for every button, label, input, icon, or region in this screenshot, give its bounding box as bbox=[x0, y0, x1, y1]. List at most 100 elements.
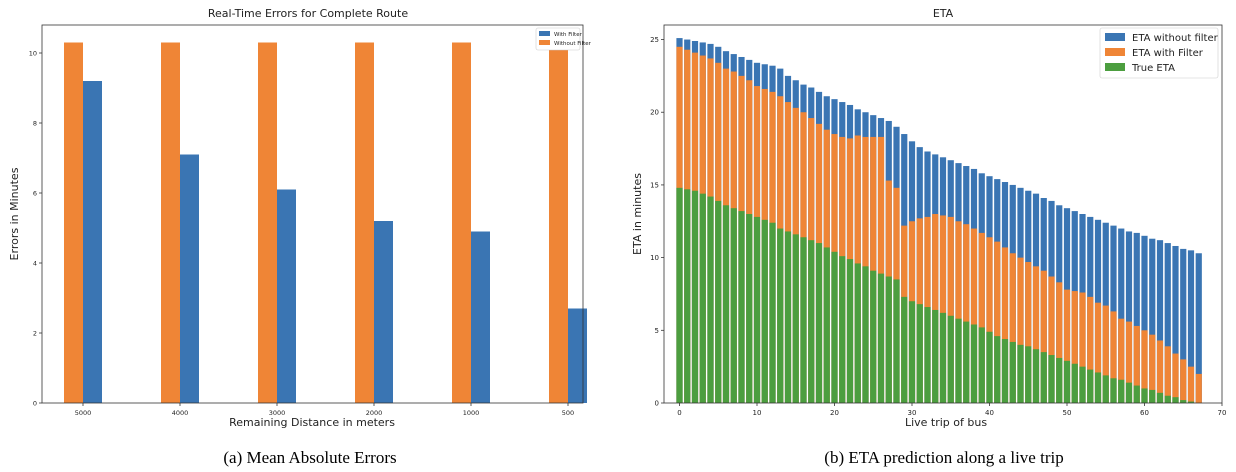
bar-true-eta bbox=[707, 196, 714, 403]
bar-eta-without-filter bbox=[1195, 253, 1202, 403]
bar-eta-with-filter bbox=[1017, 257, 1024, 403]
chart-a-legend-swatch-with-filter bbox=[539, 31, 550, 36]
bar-eta-with-filter bbox=[978, 232, 985, 403]
chart-b-legend: ETA without filter ETA with Filter True … bbox=[1099, 27, 1219, 79]
chart-b-caption: (b) ETA prediction along a live trip bbox=[824, 448, 1063, 467]
y-tick-label: 6 bbox=[33, 190, 37, 198]
bar-eta-with-filter bbox=[1048, 276, 1055, 403]
bar-true-eta bbox=[1056, 357, 1063, 403]
bar-eta-with-filter bbox=[1025, 261, 1032, 403]
bar-true-eta bbox=[761, 219, 768, 403]
bar-true-eta bbox=[862, 266, 869, 403]
bar-eta-without-filter bbox=[1141, 235, 1148, 403]
bar-eta-with-filter bbox=[1032, 266, 1040, 403]
bar-true-eta bbox=[792, 234, 799, 403]
bar-eta-with-filter bbox=[1063, 289, 1071, 403]
bar-eta-with-filter bbox=[1118, 318, 1125, 403]
bar-eta-with-filter bbox=[1094, 302, 1102, 403]
bar-eta-with-filter bbox=[1187, 366, 1195, 403]
bar-eta-with-filter bbox=[1056, 282, 1063, 403]
x-tick-label: 50 bbox=[1063, 409, 1072, 417]
bar-true-eta bbox=[986, 331, 993, 403]
bar-true-eta bbox=[924, 307, 931, 403]
bar-true-eta bbox=[932, 309, 939, 403]
x-tick-label: 5000 bbox=[75, 409, 92, 417]
bar-true-eta bbox=[730, 208, 737, 403]
y-tick-label: 5 bbox=[655, 327, 659, 335]
bar-true-eta bbox=[815, 243, 823, 403]
bar-true-eta bbox=[808, 240, 815, 403]
bar-true-eta bbox=[831, 251, 838, 403]
y-tick-label: 0 bbox=[33, 400, 37, 408]
chart-a: Real-Time Errors for Complete Route 5000… bbox=[8, 7, 592, 467]
bar-eta-with-filter bbox=[932, 214, 939, 403]
x-tick-label: 4000 bbox=[172, 409, 189, 417]
bar-true-eta bbox=[877, 273, 885, 403]
chart-a-title: Real-Time Errors for Complete Route bbox=[208, 7, 408, 20]
bar-true-eta bbox=[893, 279, 900, 403]
chart-a-ylabel: Errors in Minutes bbox=[8, 167, 21, 260]
bar-with-filter bbox=[277, 189, 296, 403]
bar-eta-with-filter bbox=[1079, 292, 1086, 403]
bar-eta-with-filter bbox=[939, 215, 947, 403]
y-tick-label: 15 bbox=[650, 181, 659, 189]
bar-without-filter bbox=[258, 42, 277, 403]
chart-a-axes-frame bbox=[41, 24, 584, 404]
bar-true-eta bbox=[738, 211, 745, 403]
bar-true-eta bbox=[1172, 397, 1179, 403]
bar-eta-with-filter bbox=[877, 136, 885, 403]
y-tick-label: 10 bbox=[650, 254, 659, 262]
bar-true-eta bbox=[901, 296, 908, 403]
bar-true-eta bbox=[823, 247, 830, 403]
x-tick-label: 60 bbox=[1140, 409, 1149, 417]
chart-b-legend-label-true-eta: True ETA bbox=[1131, 63, 1175, 74]
bar-true-eta bbox=[1164, 395, 1171, 403]
bar-true-eta bbox=[908, 301, 916, 403]
bar-true-eta bbox=[947, 315, 954, 403]
bar-true-eta bbox=[1133, 385, 1140, 403]
bar-true-eta bbox=[994, 336, 1001, 403]
bar-eta-with-filter bbox=[970, 228, 978, 403]
bar-true-eta bbox=[846, 259, 854, 403]
bar-with-filter bbox=[471, 231, 490, 403]
bar-true-eta bbox=[784, 231, 792, 403]
bar-true-eta bbox=[753, 216, 761, 403]
bar-eta-with-filter bbox=[1009, 253, 1016, 403]
chart-a-legend-label-without-filter: Without Filter bbox=[554, 41, 592, 47]
bar-true-eta bbox=[1040, 352, 1047, 403]
chart-a-caption: (a) Mean Absolute Errors bbox=[223, 448, 396, 467]
chart-a-xlabel: Remaining Distance in meters bbox=[229, 416, 395, 429]
bar-true-eta bbox=[722, 205, 730, 403]
bar-eta-with-filter bbox=[994, 241, 1001, 403]
bar-with-filter bbox=[374, 221, 393, 403]
x-tick-label: 0 bbox=[677, 409, 681, 417]
x-tick-label: 3000 bbox=[269, 409, 286, 417]
x-tick-label: 10 bbox=[753, 409, 762, 417]
chart-a-legend-swatch-without-filter bbox=[539, 40, 550, 45]
bar-with-filter bbox=[180, 154, 199, 403]
chart-b-title: ETA bbox=[933, 7, 954, 20]
bar-eta-with-filter bbox=[963, 224, 970, 403]
chart-b-axes-frame bbox=[663, 24, 1223, 404]
bar-true-eta bbox=[1032, 349, 1040, 403]
bar-eta-with-filter bbox=[1040, 270, 1047, 403]
bar-with-filter bbox=[568, 308, 587, 403]
bar-true-eta bbox=[684, 189, 691, 403]
chart-b-legend-swatch-eta-with-filter bbox=[1105, 48, 1125, 56]
bar-true-eta bbox=[939, 312, 947, 403]
bar-true-eta bbox=[839, 256, 846, 403]
bar-eta-with-filter bbox=[1149, 334, 1156, 403]
bar-true-eta bbox=[916, 304, 923, 403]
bar-eta-without-filter bbox=[1133, 232, 1140, 403]
bar-eta-without-filter bbox=[1149, 238, 1156, 403]
bar-eta-with-filter bbox=[955, 221, 962, 403]
bar-true-eta bbox=[691, 190, 699, 403]
y-tick-label: 2 bbox=[33, 330, 37, 338]
bar-true-eta bbox=[1125, 382, 1133, 403]
bar-eta-with-filter bbox=[1087, 296, 1094, 403]
bar-true-eta bbox=[1048, 355, 1055, 403]
bar-true-eta bbox=[978, 327, 985, 403]
bar-eta-with-filter bbox=[1164, 346, 1171, 403]
chart-b-legend-label-eta-with-filter: ETA with Filter bbox=[1132, 48, 1204, 59]
